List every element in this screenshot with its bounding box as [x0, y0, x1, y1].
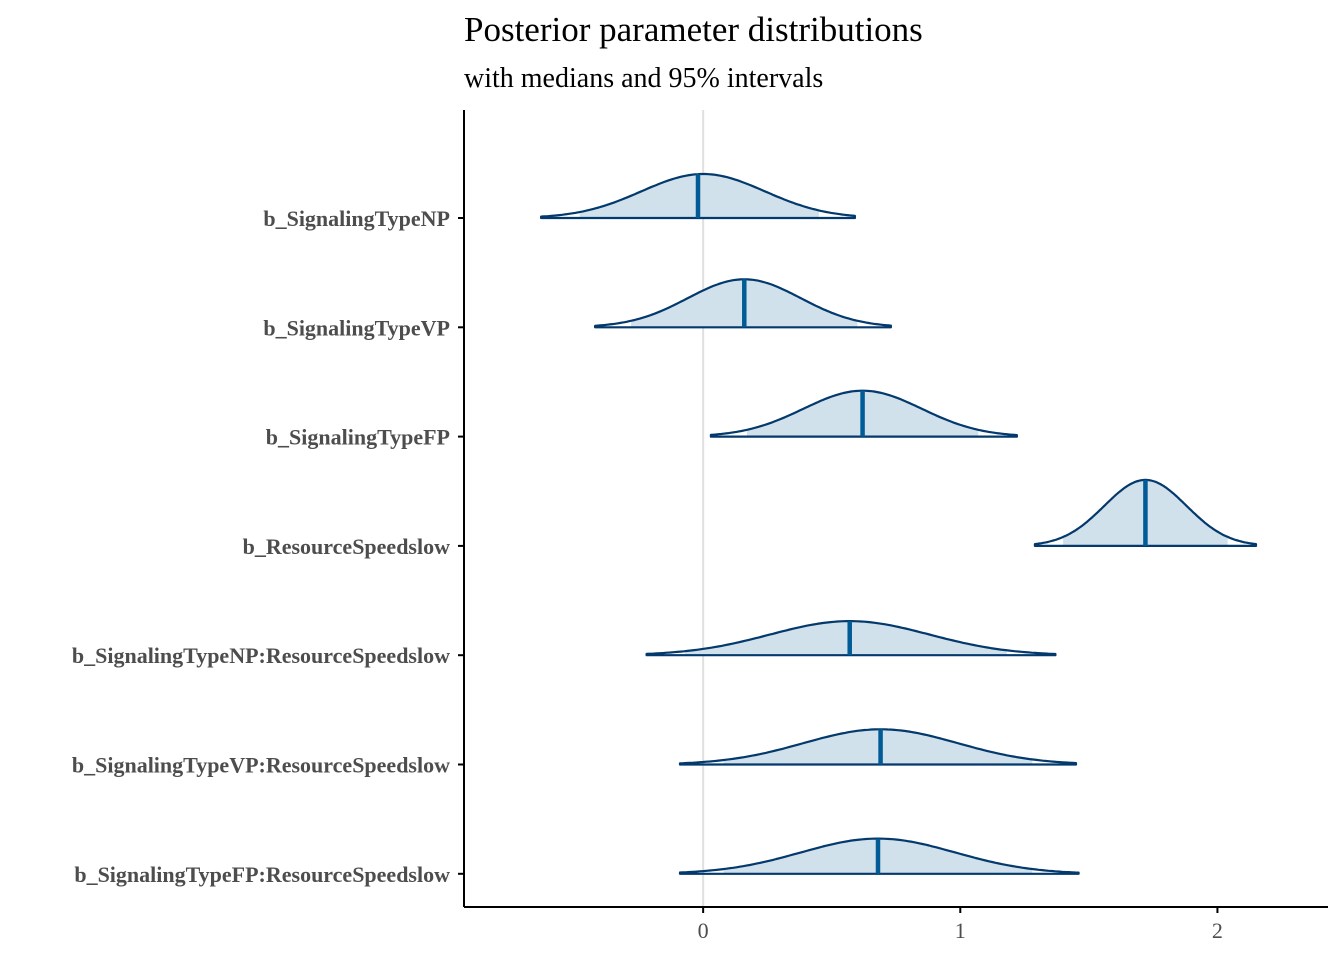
y-tick-label: b_SignalingTypeVP [263, 315, 450, 340]
ridge-b-signalingtypenp-resourcespeedslow [645, 620, 1057, 657]
x-tick-label: 2 [1212, 918, 1223, 943]
y-tick-label: b_SignalingTypeFP [266, 425, 450, 450]
ci95-area [723, 729, 1033, 765]
ridge-b-signalingtypevp-resourcespeedslow [678, 728, 1078, 766]
y-tick-label: b_ResourceSpeedslow [243, 534, 450, 559]
x-tick-label: 1 [955, 918, 966, 943]
ridge-b-signalingtypefp-resourcespeedslow [678, 837, 1080, 875]
y-tick-label: b_SignalingTypeFP:ResourceSpeedslow [74, 862, 450, 887]
ridge-b-signalingtypenp [540, 172, 856, 220]
ridge-b-resourcespeedslow [1033, 478, 1258, 547]
density-outline [645, 620, 1057, 657]
y-tick-label: b_SignalingTypeVP:ResourceSpeedslow [72, 753, 450, 778]
density-outline [540, 172, 856, 220]
ridge-layer [540, 172, 1258, 875]
x-axis: 0 1 2 [698, 907, 1223, 943]
ridge-b-signalingtypevp [594, 278, 892, 329]
density-outline [678, 837, 1080, 875]
y-axis: b_SignalingTypeNP b_SignalingTypeVP b_Sign… [72, 206, 464, 887]
chart-subtitle: with medians and 95% intervals [464, 63, 823, 94]
ci95-area [685, 621, 1007, 656]
y-tick-label: b_SignalingTypeNP:ResourceSpeedslow [72, 643, 450, 668]
ridge-b-signalingtypefp [709, 389, 1018, 438]
chart-title: Posterior parameter distributions [464, 10, 923, 49]
y-tick-label: b_SignalingTypeNP [263, 206, 450, 231]
x-tick-label: 0 [698, 918, 709, 943]
density-outline [709, 389, 1018, 438]
